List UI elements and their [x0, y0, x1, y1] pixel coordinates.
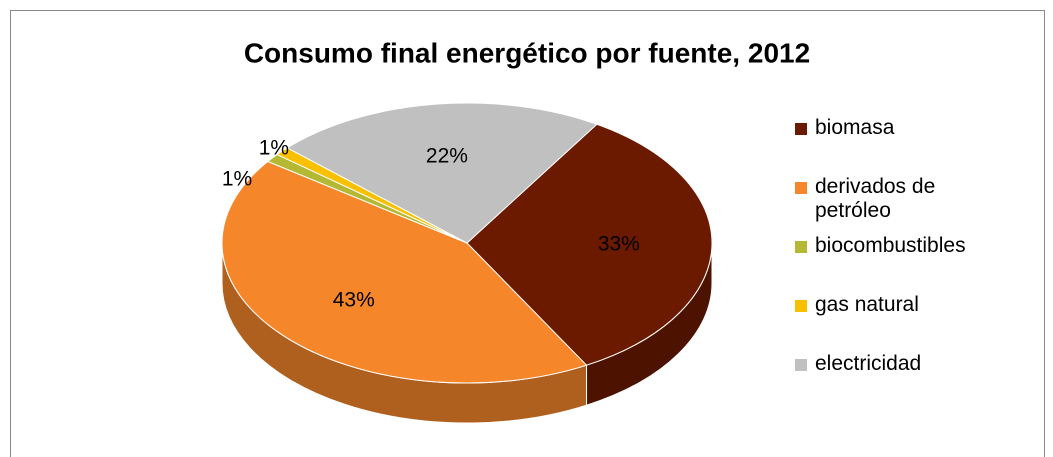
- chart-title: Consumo final energético por fuente, 201…: [244, 37, 810, 68]
- legend-item: biomasa: [795, 116, 1010, 175]
- legend-item: biocombustibles: [795, 234, 1010, 293]
- legend-label: biomasa: [815, 116, 895, 139]
- legend-swatch: [795, 241, 807, 253]
- data-label: 22%: [426, 145, 468, 168]
- pie-tops: [221, 102, 713, 384]
- legend-item: derivados de petróleo: [795, 175, 1010, 234]
- legend-label: derivados de petróleo: [815, 175, 936, 222]
- legend-label: electricidad: [815, 352, 922, 375]
- legend-item: gas natural: [795, 293, 1010, 352]
- legend-swatch: [795, 182, 807, 194]
- legend-item: electricidad: [795, 352, 1010, 411]
- pie-slice: [221, 160, 588, 384]
- legend-label: gas natural: [815, 293, 919, 316]
- data-label: 43%: [333, 288, 375, 311]
- pie-slice: [286, 102, 598, 244]
- legend-swatch: [795, 359, 807, 371]
- data-label: 1%: [259, 137, 289, 160]
- data-label: 33%: [598, 233, 640, 256]
- chart-border: [10, 10, 1045, 457]
- legend-swatch: [795, 123, 807, 135]
- legend-swatch: [795, 300, 807, 312]
- legend: biomasa derivados de petróleo biocombustib…: [795, 116, 1010, 411]
- data-label: 1%: [222, 168, 252, 191]
- legend-label: biocombustibles: [815, 234, 966, 257]
